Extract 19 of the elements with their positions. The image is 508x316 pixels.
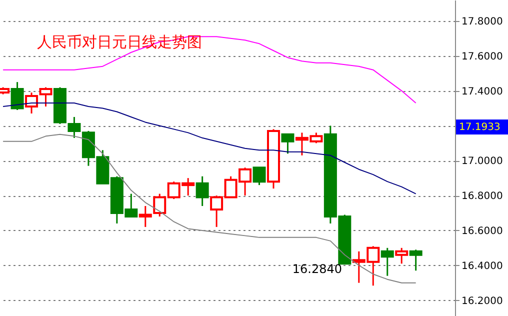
line-series bbox=[2, 134, 416, 284]
candlestick bbox=[380, 247, 394, 277]
candlestick bbox=[281, 133, 294, 154]
annotation: 16.2840 bbox=[292, 262, 342, 276]
candlestick bbox=[409, 248, 422, 272]
y-tick-label: 16.8000 bbox=[462, 191, 503, 202]
line-series bbox=[2, 36, 416, 104]
candlestick bbox=[196, 176, 209, 207]
y-tick-label: 17.6000 bbox=[462, 51, 503, 62]
candlestick bbox=[252, 166, 266, 186]
y-tick-label: 16.4000 bbox=[462, 260, 503, 272]
y-tick-label: 16.6000 bbox=[462, 226, 503, 237]
y-tick-label: 17.4000 bbox=[462, 86, 503, 98]
y-tick-label: 17.8000 bbox=[462, 16, 503, 28]
y-tick-label: 17.0000 bbox=[462, 156, 503, 168]
text: 17.1933 bbox=[459, 122, 500, 133]
candlestick bbox=[395, 247, 408, 264]
y-tick-label: 16.2000 bbox=[462, 296, 503, 307]
candlestick bbox=[10, 81, 24, 111]
